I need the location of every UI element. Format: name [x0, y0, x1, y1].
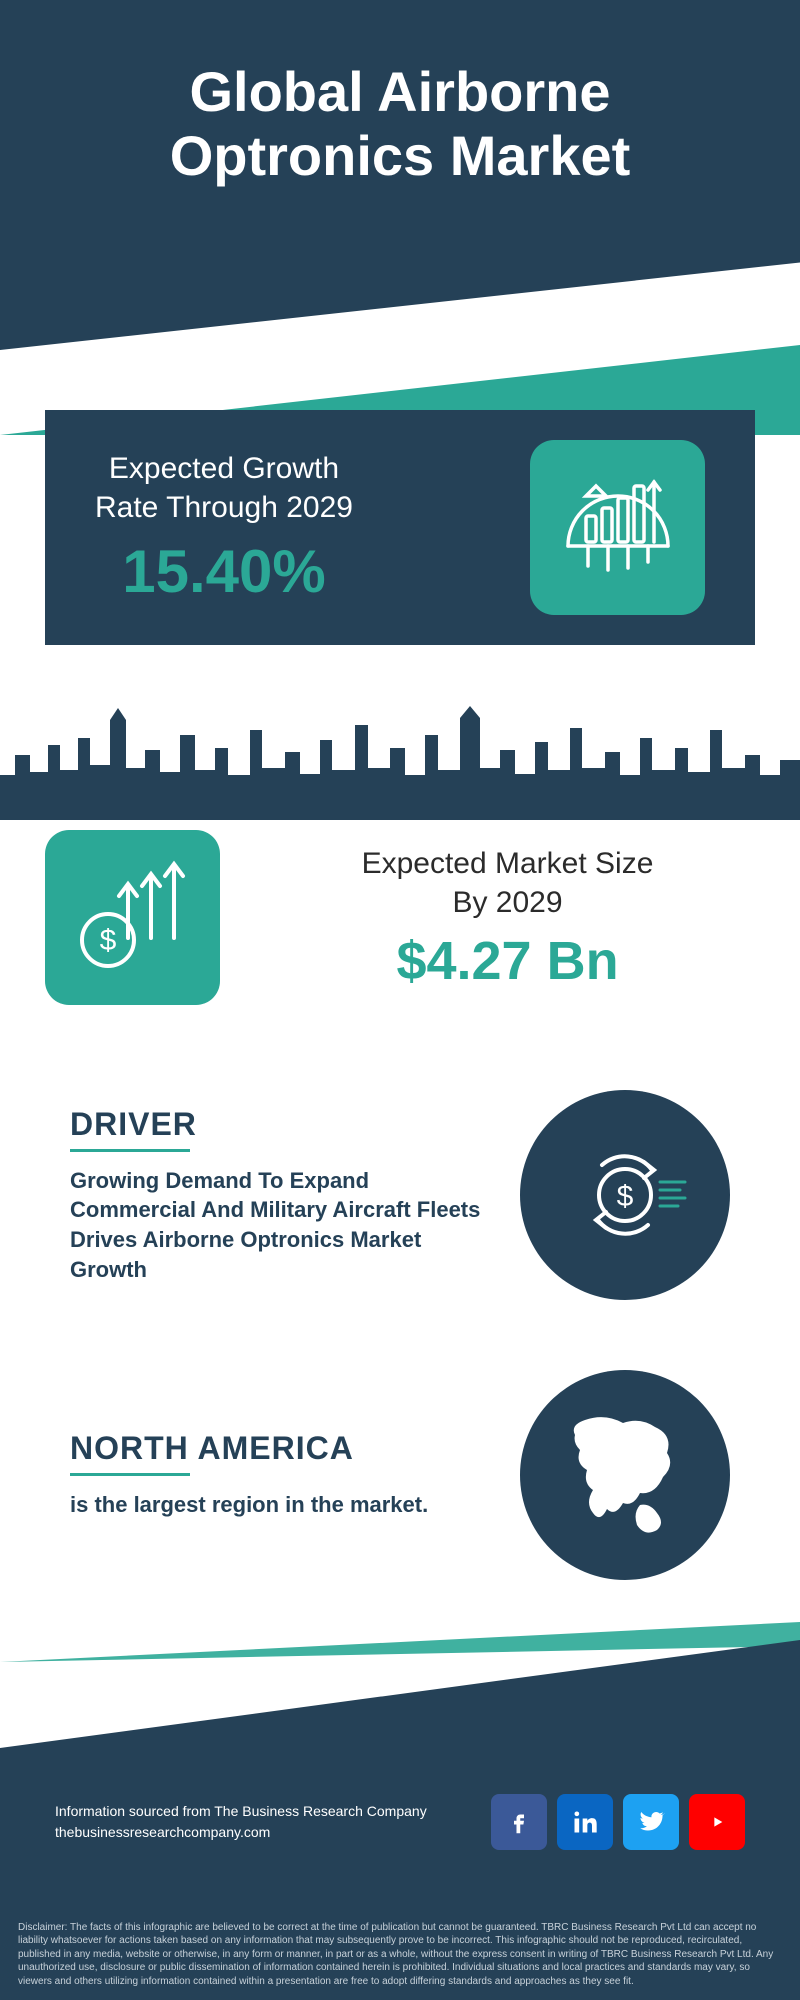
title-line-2: Optronics Market — [170, 124, 631, 187]
driver-section: DRIVER Growing Demand To Expand Commerci… — [70, 1090, 730, 1300]
linkedin-icon[interactable] — [557, 1794, 613, 1850]
driver-body: Growing Demand To Expand Commercial And … — [70, 1166, 490, 1285]
region-underline — [70, 1473, 190, 1476]
region-section: NORTH AMERICA is the largest region in t… — [70, 1370, 730, 1580]
source-line-2: thebusinessresearchcompany.com — [55, 1824, 270, 1840]
disclaimer-text: Disclaimer: The facts of this infographi… — [18, 1921, 782, 1989]
source-line-1: Information sourced from The Business Re… — [55, 1803, 427, 1819]
dollar-arrows-icon: $ — [45, 830, 220, 1005]
market-text-block: Expected Market Size By 2029 $4.27 Bn — [260, 844, 755, 992]
growth-value: 15.40% — [95, 537, 353, 606]
facebook-icon[interactable] — [491, 1794, 547, 1850]
skyline-silhouette — [0, 700, 800, 820]
page-title: Global Airborne Optronics Market — [0, 60, 800, 189]
twitter-icon[interactable] — [623, 1794, 679, 1850]
youtube-icon[interactable] — [689, 1794, 745, 1850]
market-value: $4.27 Bn — [260, 930, 755, 992]
growth-text-block: Expected Growth Rate Through 2029 15.40% — [95, 449, 353, 606]
market-label: Expected Market Size By 2029 — [260, 844, 755, 922]
growth-label: Expected Growth Rate Through 2029 — [95, 449, 353, 527]
title-line-1: Global Airborne — [189, 60, 610, 123]
svg-text:$: $ — [99, 924, 116, 957]
driver-underline — [70, 1149, 190, 1152]
globe-north-america-icon — [520, 1370, 730, 1580]
growth-chart-icon — [530, 440, 705, 615]
footer-source: Information sourced from The Business Re… — [55, 1801, 427, 1843]
driver-text: DRIVER Growing Demand To Expand Commerci… — [70, 1106, 490, 1285]
social-icons — [491, 1794, 745, 1850]
region-text: NORTH AMERICA is the largest region in t… — [70, 1430, 490, 1520]
market-label-1: Expected Market Size — [362, 847, 654, 880]
growth-label-1: Expected Growth — [109, 452, 339, 485]
driver-heading: DRIVER — [70, 1106, 490, 1143]
svg-text:$: $ — [617, 1180, 634, 1213]
header-banner: Global Airborne Optronics Market — [0, 0, 800, 350]
region-heading: NORTH AMERICA — [70, 1430, 490, 1467]
dollar-transfer-icon: $ — [520, 1090, 730, 1300]
region-body: is the largest region in the market. — [70, 1490, 490, 1520]
market-label-2: By 2029 — [452, 886, 562, 919]
footer-teal-accent — [0, 1622, 800, 1662]
market-size-panel: $ Expected Market Size By 2029 $4.27 Bn — [45, 830, 755, 1005]
footer-content: Information sourced from The Business Re… — [55, 1794, 745, 1850]
growth-rate-panel: Expected Growth Rate Through 2029 15.40% — [45, 410, 755, 645]
growth-label-2: Rate Through 2029 — [95, 491, 353, 524]
